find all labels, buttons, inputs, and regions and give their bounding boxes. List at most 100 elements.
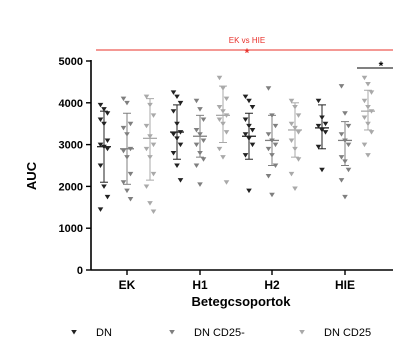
data-point — [315, 144, 322, 150]
data-point — [319, 167, 325, 173]
data-point — [338, 84, 345, 89]
data-point — [216, 117, 223, 123]
data-point — [288, 121, 295, 127]
data-point — [365, 82, 371, 87]
data-point — [97, 207, 104, 212]
data-point — [220, 155, 226, 160]
data-point — [150, 171, 157, 177]
axes: 0 1000 2000 3000 4000 5000 EK H1 H2 HIE — [59, 56, 393, 292]
data-point — [249, 142, 256, 148]
data-point — [242, 132, 249, 137]
data-point — [345, 167, 352, 173]
data-marks — [97, 75, 375, 214]
data-point — [150, 142, 157, 148]
data-point — [295, 130, 302, 135]
data-point — [361, 142, 368, 148]
data-point — [272, 142, 279, 148]
data-point — [288, 171, 295, 177]
data-point — [120, 125, 127, 131]
data-point — [223, 180, 230, 185]
data-point — [177, 142, 184, 148]
data-point — [120, 148, 127, 154]
data-point — [97, 163, 104, 169]
data-point — [197, 107, 203, 112]
data-point — [200, 117, 207, 123]
hie-comparison-star: * — [379, 59, 384, 73]
data-point — [124, 100, 130, 106]
comparison-star: * — [245, 46, 250, 60]
legend-label: DN CD25 — [324, 327, 371, 339]
data-point — [265, 146, 272, 152]
data-point — [104, 146, 111, 152]
data-point — [193, 163, 200, 169]
data-point — [150, 209, 157, 214]
comparison-label: EK vs HIE — [229, 36, 265, 45]
data-point — [170, 132, 177, 137]
legend-label: DN — [96, 327, 112, 339]
data-point — [193, 128, 200, 133]
data-point — [216, 146, 223, 152]
data-point — [269, 192, 275, 198]
data-point — [101, 107, 107, 112]
data-point — [97, 142, 104, 148]
data-point — [143, 123, 150, 129]
data-point — [345, 142, 352, 148]
x-tick-label: HIE — [335, 278, 355, 292]
data-point — [272, 123, 279, 129]
y-tick-label: 5000 — [59, 56, 83, 68]
data-point — [174, 94, 180, 100]
data-point — [193, 98, 200, 104]
data-point — [322, 121, 329, 127]
data-point — [177, 100, 184, 106]
data-point — [177, 178, 184, 183]
data-point — [242, 117, 249, 123]
data-point — [200, 138, 207, 143]
data-point — [295, 113, 302, 118]
data-point — [97, 117, 104, 123]
y-axis-title: AUC — [24, 161, 39, 190]
y-tick-label: 2000 — [59, 181, 83, 193]
y-tick-label: 4000 — [59, 98, 83, 110]
x-tick-label: H1 — [192, 278, 208, 292]
annotations: EK vs HIE * * — [96, 36, 393, 73]
data-point — [104, 138, 111, 143]
y-tick-label: 0 — [77, 265, 83, 277]
x-tick-label: H2 — [264, 278, 280, 292]
legend-label: DN CD25- — [194, 327, 245, 339]
data-point — [170, 151, 177, 156]
data-point — [361, 115, 368, 120]
data-point — [342, 194, 348, 200]
data-point — [249, 105, 256, 110]
data-point — [242, 94, 249, 100]
data-point — [200, 157, 207, 162]
data-point — [197, 182, 203, 187]
data-point — [170, 109, 177, 114]
data-point — [342, 111, 348, 116]
data-point — [174, 163, 180, 169]
data-point — [361, 98, 368, 104]
data-point — [104, 111, 111, 116]
data-point — [223, 96, 230, 102]
data-point — [120, 96, 127, 102]
x-tick-label: EK — [119, 278, 136, 292]
data-point — [368, 90, 375, 95]
data-point — [170, 90, 177, 95]
data-point — [143, 184, 150, 189]
legend: DN DN CD25- DN CD25 — [71, 327, 371, 339]
data-point — [338, 155, 345, 160]
data-point — [338, 132, 345, 137]
y-tick-label: 1000 — [59, 223, 83, 235]
data-point — [127, 171, 134, 177]
data-point — [246, 98, 252, 104]
data-point — [361, 75, 368, 81]
legend-marker — [169, 330, 175, 335]
data-point — [216, 105, 223, 110]
data-point — [265, 132, 272, 137]
data-point — [150, 113, 157, 118]
data-point — [295, 157, 302, 162]
data-point — [365, 153, 371, 158]
data-point — [265, 173, 272, 179]
data-point — [292, 186, 298, 192]
data-point — [101, 184, 107, 189]
